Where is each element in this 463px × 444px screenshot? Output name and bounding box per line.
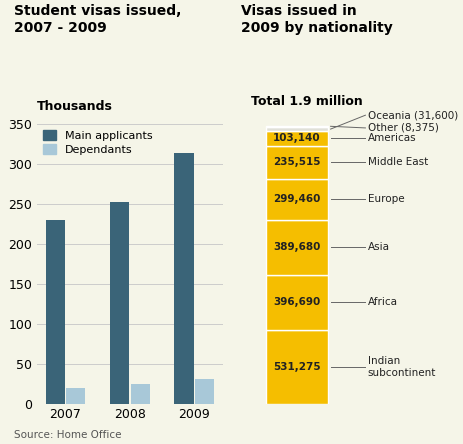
Text: Total 1.9 million: Total 1.9 million	[250, 95, 362, 108]
Text: Oceania (31,600): Oceania (31,600)	[367, 110, 457, 120]
Text: Americas: Americas	[367, 134, 415, 143]
Text: 396,690: 396,690	[273, 297, 320, 307]
Bar	[265, 127, 328, 131]
Text: Thousands: Thousands	[37, 100, 113, 113]
Text: Indian
subcontinent: Indian subcontinent	[367, 356, 435, 378]
Bar	[45, 220, 65, 404]
Text: Student visas issued,
2007 - 2009: Student visas issued, 2007 - 2009	[14, 4, 181, 35]
Bar	[265, 220, 328, 275]
Text: Middle East: Middle East	[367, 157, 427, 167]
Text: Asia: Asia	[367, 242, 389, 253]
Text: Visas issued in
2009 by nationality: Visas issued in 2009 by nationality	[241, 4, 392, 35]
Bar	[174, 153, 193, 404]
Bar	[265, 275, 328, 330]
Text: Europe: Europe	[367, 194, 403, 204]
Bar	[265, 126, 328, 127]
Text: Source: Home Office: Source: Home Office	[14, 429, 121, 440]
Bar	[265, 146, 328, 178]
Bar	[194, 379, 214, 404]
Text: Africa: Africa	[367, 297, 397, 307]
Legend: Main applicants, Dependants: Main applicants, Dependants	[43, 130, 152, 155]
Text: Other (8,375): Other (8,375)	[367, 123, 438, 133]
Text: 389,680: 389,680	[273, 242, 320, 253]
Bar	[130, 384, 150, 404]
Bar	[265, 131, 328, 146]
Text: 103,140: 103,140	[273, 134, 320, 143]
Text: 531,275: 531,275	[273, 362, 320, 372]
Bar	[110, 202, 129, 404]
Bar	[265, 330, 328, 404]
Bar	[66, 388, 85, 404]
Text: 299,460: 299,460	[273, 194, 320, 204]
Bar	[265, 178, 328, 220]
Text: 235,515: 235,515	[273, 157, 320, 167]
